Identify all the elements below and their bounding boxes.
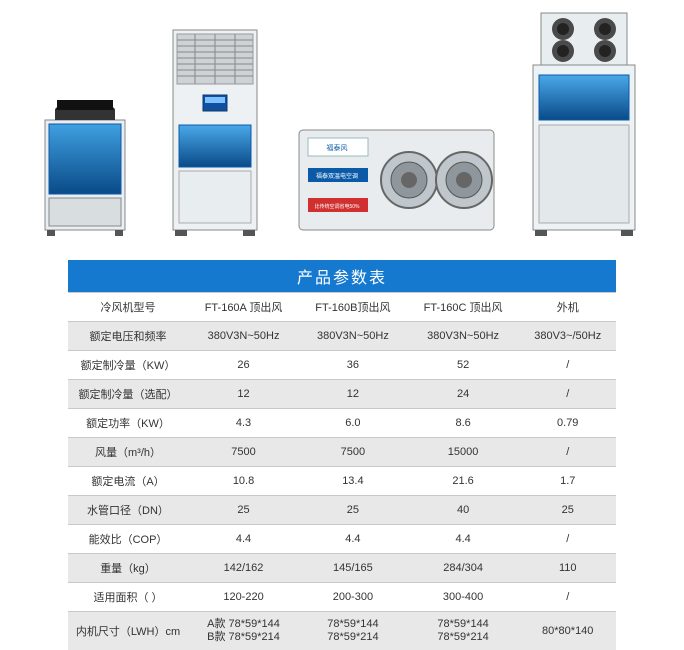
table-row: 额定电压和频率380V3N~50Hz380V3N~50Hz380V3N~50Hz… xyxy=(68,322,616,351)
table-row: 风量（m³/h）7500750015000/ xyxy=(68,438,616,467)
table-cell: 6.0 xyxy=(299,409,407,438)
table-cell: 15000 xyxy=(407,438,520,467)
table-cell: / xyxy=(519,438,616,467)
table-cell: 36 xyxy=(299,351,407,380)
table-cell: 110 xyxy=(519,554,616,583)
table-cell: 4.3 xyxy=(188,409,299,438)
table-cell: 适用面积（ ） xyxy=(68,583,188,612)
table-cell: 13.4 xyxy=(299,467,407,496)
table-cell: 额定制冷量（KW） xyxy=(68,351,188,380)
table-row: 适用面积（ ）120-220200-300300-400/ xyxy=(68,583,616,612)
table-cell: 额定功率（KW） xyxy=(68,409,188,438)
table-cell: 284/304 xyxy=(407,554,520,583)
product-unit-3: 福泰风 福泰双温电空调 比传统空调省电50% xyxy=(294,120,499,240)
table-cell: 额定电压和频率 xyxy=(68,322,188,351)
table-title: 产品参数表 xyxy=(68,260,616,292)
table-row-dimensions: 内机尺寸（LWH）cmA款 78*59*144B款 78*59*21478*59… xyxy=(68,612,616,650)
col-header-3: FT-160C 顶出风 xyxy=(407,293,520,322)
table-body: 额定电压和频率380V3N~50Hz380V3N~50Hz380V3N~50Hz… xyxy=(68,322,616,650)
product-unit-2 xyxy=(155,15,275,240)
table-cell: 78*59*14478*59*214 xyxy=(299,612,407,650)
table-cell: 1.7 xyxy=(519,467,616,496)
table-cell: 26 xyxy=(188,351,299,380)
table-cell: 7500 xyxy=(299,438,407,467)
svg-text:福泰风: 福泰风 xyxy=(327,143,348,152)
col-header-1: FT-160A 顶出风 xyxy=(188,293,299,322)
table-cell: 风量（m³/h） xyxy=(68,438,188,467)
table-cell: 额定电流（A） xyxy=(68,467,188,496)
table-cell: 8.6 xyxy=(407,409,520,438)
col-header-label: 冷风机型号 xyxy=(68,293,188,322)
table-cell: 内机尺寸（LWH）cm xyxy=(68,612,188,650)
table-cell: 380V3N~50Hz xyxy=(188,322,299,351)
table-row: 额定制冷量（选配）121224/ xyxy=(68,380,616,409)
table-cell: 25 xyxy=(299,496,407,525)
table-cell: 水管口径（DN） xyxy=(68,496,188,525)
table-cell: 25 xyxy=(519,496,616,525)
product-gallery: 福泰风 福泰双温电空调 比传统空调省电50% xyxy=(0,0,684,260)
product-unit-4 xyxy=(519,5,649,240)
table-cell: 380V3N~50Hz xyxy=(299,322,407,351)
spec-table-container: 产品参数表 冷风机型号 FT-160A 顶出风 FT-160B顶出风 FT-16… xyxy=(0,260,684,650)
table-row: 额定功率（KW）4.36.08.60.79 xyxy=(68,409,616,438)
product-image-3: 福泰风 福泰双温电空调 比传统空调省电50% xyxy=(294,120,499,240)
table-cell: 40 xyxy=(407,496,520,525)
product-image-1 xyxy=(35,70,135,240)
table-cell: / xyxy=(519,525,616,554)
table-cell: 25 xyxy=(188,496,299,525)
table-cell: 4.4 xyxy=(188,525,299,554)
product-image-4 xyxy=(519,5,649,240)
table-row: 能效比（COP）4.44.44.4/ xyxy=(68,525,616,554)
header-row: 冷风机型号 FT-160A 顶出风 FT-160B顶出风 FT-160C 顶出风… xyxy=(68,293,616,322)
table-cell: 145/165 xyxy=(299,554,407,583)
table-cell: 7500 xyxy=(188,438,299,467)
table-cell: 4.4 xyxy=(407,525,520,554)
table-cell: 380V3N~50Hz xyxy=(407,322,520,351)
col-header-2: FT-160B顶出风 xyxy=(299,293,407,322)
table-cell: 21.6 xyxy=(407,467,520,496)
svg-text:比传统空调省电50%: 比传统空调省电50% xyxy=(315,203,361,210)
table-cell: 200-300 xyxy=(299,583,407,612)
svg-text:福泰双温电空调: 福泰双温电空调 xyxy=(316,172,358,180)
table-cell: 重量（kg） xyxy=(68,554,188,583)
table-cell: 120-220 xyxy=(188,583,299,612)
table-cell: 24 xyxy=(407,380,520,409)
table-cell: 4.4 xyxy=(299,525,407,554)
table-cell: 12 xyxy=(188,380,299,409)
table-cell: 142/162 xyxy=(188,554,299,583)
table-cell: 300-400 xyxy=(407,583,520,612)
table-cell: 78*59*14478*59*214 xyxy=(407,612,520,650)
table-cell: / xyxy=(519,583,616,612)
table-cell: 10.8 xyxy=(188,467,299,496)
table-cell: / xyxy=(519,380,616,409)
table-cell: 能效比（COP） xyxy=(68,525,188,554)
table-row: 额定电流（A）10.813.421.61.7 xyxy=(68,467,616,496)
table-cell: 12 xyxy=(299,380,407,409)
table-row: 额定制冷量（KW）263652/ xyxy=(68,351,616,380)
spec-table: 冷风机型号 FT-160A 顶出风 FT-160B顶出风 FT-160C 顶出风… xyxy=(68,292,616,650)
product-unit-1 xyxy=(35,70,135,240)
table-cell: 0.79 xyxy=(519,409,616,438)
table-cell: 52 xyxy=(407,351,520,380)
table-row: 重量（kg）142/162145/165284/304110 xyxy=(68,554,616,583)
product-image-2 xyxy=(155,15,275,240)
col-header-4: 外机 xyxy=(519,293,616,322)
table-cell: 80*80*140 xyxy=(519,612,616,650)
table-row: 水管口径（DN）25254025 xyxy=(68,496,616,525)
table-cell: A款 78*59*144B款 78*59*214 xyxy=(188,612,299,650)
table-cell: 额定制冷量（选配） xyxy=(68,380,188,409)
table-cell: 380V3~/50Hz xyxy=(519,322,616,351)
table-cell: / xyxy=(519,351,616,380)
